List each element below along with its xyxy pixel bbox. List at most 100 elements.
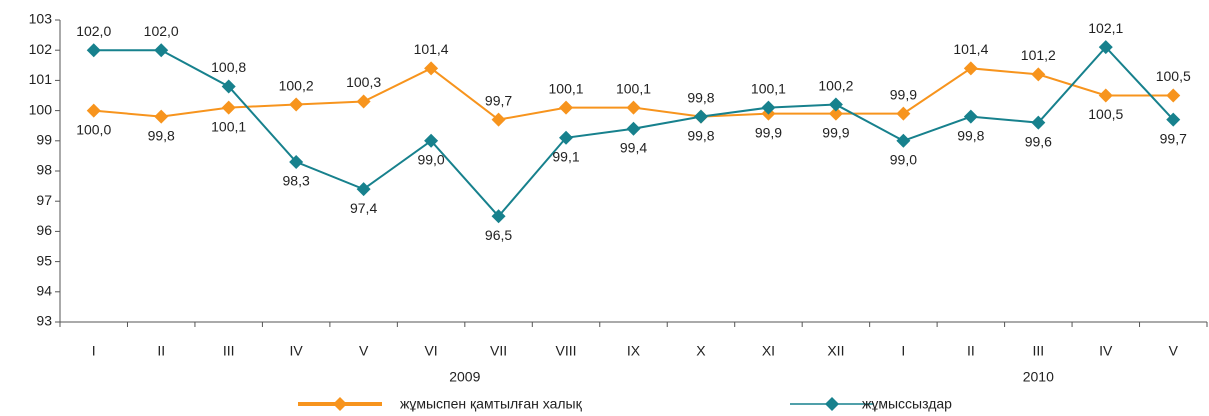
point <box>963 109 978 124</box>
point <box>424 133 439 148</box>
y-tick-label: 97 <box>36 192 52 208</box>
y-tick-label: 100 <box>29 101 53 117</box>
data-label: 99,9 <box>890 86 917 102</box>
x-tick-label: VII <box>490 343 507 359</box>
point <box>828 97 843 112</box>
data-label: 100,2 <box>818 77 853 93</box>
data-label: 99,4 <box>620 139 647 155</box>
y-tick-label: 102 <box>29 41 53 57</box>
y-tick-label: 99 <box>36 132 52 148</box>
data-label: 102,0 <box>76 23 111 39</box>
x-tick-label: I <box>92 343 96 359</box>
data-label: 99,9 <box>822 124 849 140</box>
data-label: 100,3 <box>346 74 381 90</box>
x-tick-label: I <box>901 343 905 359</box>
point <box>896 106 911 121</box>
point <box>356 182 371 197</box>
point <box>1098 88 1113 103</box>
data-label: 99,8 <box>687 127 714 143</box>
data-label: 100,1 <box>616 80 651 96</box>
y-tick-label: 96 <box>36 222 52 238</box>
y-tick-label: 101 <box>29 71 53 87</box>
point <box>424 61 439 76</box>
legend-marker <box>825 397 839 411</box>
x-tick-label: V <box>359 343 369 359</box>
data-label: 102,1 <box>1088 20 1123 36</box>
y-tick-label: 95 <box>36 252 52 268</box>
x-tick-label: IX <box>627 343 641 359</box>
x-tick-label: V <box>1169 343 1179 359</box>
y-tick-label: 93 <box>36 313 52 329</box>
legend-label: жұмыссыздар <box>862 396 952 412</box>
data-label: 99,6 <box>1025 133 1052 149</box>
point <box>1031 115 1046 130</box>
data-label: 99,8 <box>687 89 714 105</box>
point <box>1166 88 1181 103</box>
group-label: 2009 <box>449 369 480 385</box>
legend-label: жұмыспен қамтылған халық <box>400 396 583 412</box>
data-label: 99,9 <box>755 124 782 140</box>
x-tick-label: III <box>223 343 235 359</box>
point <box>154 43 169 58</box>
point <box>626 100 641 115</box>
x-tick-label: II <box>157 343 165 359</box>
data-label: 97,4 <box>350 200 377 216</box>
point <box>559 100 574 115</box>
point <box>86 103 101 118</box>
point <box>1166 112 1181 127</box>
x-tick-label: X <box>696 343 706 359</box>
x-tick-label: II <box>967 343 975 359</box>
data-label: 99,0 <box>417 152 444 168</box>
point <box>221 100 236 115</box>
point <box>761 100 776 115</box>
data-label: 96,5 <box>485 227 512 243</box>
legend-marker <box>333 397 347 411</box>
point <box>491 112 506 127</box>
data-label: 102,0 <box>144 23 179 39</box>
data-label: 99,7 <box>1160 130 1187 146</box>
data-label: 100,5 <box>1088 106 1123 122</box>
data-label: 100,1 <box>549 80 584 96</box>
data-label: 99,0 <box>890 152 917 168</box>
point <box>896 133 911 148</box>
x-tick-label: IV <box>290 343 304 359</box>
point <box>626 121 641 136</box>
x-tick-label: VIII <box>556 343 577 359</box>
x-tick-label: IV <box>1099 343 1113 359</box>
point <box>491 209 506 224</box>
point <box>559 130 574 145</box>
point <box>693 109 708 124</box>
data-label: 101,2 <box>1021 47 1056 63</box>
y-tick-label: 94 <box>36 283 52 299</box>
y-tick-label: 98 <box>36 162 52 178</box>
point <box>289 154 304 169</box>
data-label: 100,5 <box>1156 68 1191 84</box>
x-tick-label: VI <box>424 343 437 359</box>
data-label: 100,1 <box>751 80 786 96</box>
point <box>1098 40 1113 55</box>
data-label: 99,1 <box>552 148 579 164</box>
x-tick-label: XII <box>827 343 844 359</box>
point <box>1031 67 1046 82</box>
x-tick-label: XI <box>762 343 775 359</box>
data-label: 100,1 <box>211 118 246 134</box>
data-label: 99,8 <box>957 127 984 143</box>
data-label: 101,4 <box>953 41 988 57</box>
point <box>828 106 843 121</box>
x-tick-label: III <box>1032 343 1044 359</box>
data-label: 100,2 <box>279 77 314 93</box>
data-label: 99,8 <box>148 127 175 143</box>
group-label: 2010 <box>1023 369 1054 385</box>
data-label: 100,0 <box>76 121 111 137</box>
point <box>289 97 304 112</box>
point <box>221 79 236 94</box>
point <box>154 109 169 124</box>
point <box>356 94 371 109</box>
data-label: 98,3 <box>283 173 310 189</box>
data-label: 100,8 <box>211 59 246 75</box>
data-label: 99,7 <box>485 92 512 108</box>
point <box>963 61 978 76</box>
data-label: 101,4 <box>414 41 449 57</box>
y-tick-label: 103 <box>29 11 53 27</box>
